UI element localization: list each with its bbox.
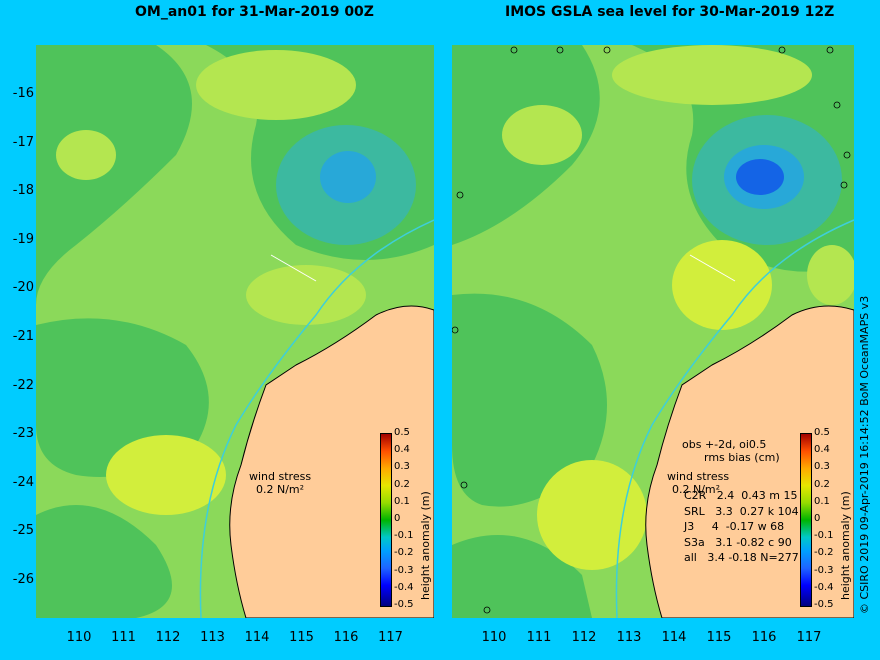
right-stats-header-1: obs +-2d, oi0.5	[682, 438, 767, 451]
y-tick-label: -26	[12, 572, 34, 587]
colorbar-tick-label: -0.2	[394, 547, 414, 559]
right-light-region	[502, 105, 582, 165]
left-panel-title: OM_an01 for 31-Mar-2019 00Z	[135, 4, 374, 20]
x-tick-label: 115	[289, 630, 314, 645]
y-tick-label: -21	[12, 329, 34, 344]
left-light-region	[196, 50, 356, 120]
right-stats-header-2: rms bias (cm)	[704, 451, 780, 464]
colorbar-tick-label: 0.3	[814, 461, 830, 473]
left-colorbar-title: height anomaly (m)	[419, 491, 432, 600]
left-wind-label: wind stress	[249, 470, 312, 483]
colorbar-tick-label: -0.4	[814, 581, 834, 593]
colorbar-tick-label: 0.5	[814, 427, 830, 438]
right-wind-arrow	[689, 254, 736, 282]
stats-row: all 3.4 -0.18 N=277	[684, 551, 799, 564]
x-tick-label: 111	[526, 630, 552, 645]
colorbar-tick-label: -0.4	[394, 581, 414, 593]
x-tick-label: 114	[661, 630, 687, 645]
right-map-svg	[452, 45, 854, 618]
colorbar-tick-label: -0.5	[814, 599, 834, 610]
x-tick-label: 116	[751, 630, 777, 645]
colorbar-tick-label: -0.3	[394, 564, 414, 576]
x-tick-label: 112	[155, 630, 181, 645]
colorbar-tick-label: 0.1	[394, 495, 410, 507]
colorbar-tick-label: -0.1	[394, 530, 414, 542]
x-tick-label: 112	[571, 630, 597, 645]
right-wind-value: 0.2 N/m²	[672, 483, 721, 496]
y-tick-label: -17	[12, 134, 34, 150]
stats-row: SRL 3.3 0.27 k 104	[684, 504, 799, 518]
left-shelf-line	[199, 219, 434, 618]
stats-row: J3 4 -0.17 w 68	[684, 520, 785, 533]
right-light-region	[612, 45, 812, 105]
right-map[interactable]: obs +-2d, oi0.5 rms bias (cm) wind stres…	[452, 45, 854, 618]
left-wind-value: 0.2 N/m²	[256, 483, 305, 496]
colorbar-tick-label: -0.3	[814, 564, 834, 576]
y-tick-label: -16	[12, 86, 34, 101]
x-tick-label: 113	[616, 630, 642, 645]
left-light-region	[56, 130, 116, 180]
y-tick-label: -24	[12, 474, 34, 490]
colorbar-tick-label: 0.2	[394, 478, 410, 490]
y-tick-label: -25	[12, 523, 34, 539]
x-tick-label: 117	[796, 630, 822, 645]
right-panel-title: IMOS GSLA sea level for 30-Mar-2019 12Z	[505, 4, 835, 20]
colorbar-tick-label: 0.2	[814, 478, 830, 490]
colorbar-tick-label: 0	[814, 513, 821, 524]
colorbar-tick-label: 0.5	[394, 427, 410, 438]
left-colorbar	[380, 433, 392, 607]
right-light-region	[672, 240, 772, 330]
x-tick-label: 116	[333, 630, 359, 645]
x-tick-label: 111	[111, 630, 136, 645]
colorbar-tick-label: -0.5	[394, 599, 414, 610]
stats-row: S3a 3.1 -0.82 c 90	[684, 535, 792, 549]
right-light-region	[537, 460, 647, 570]
stats-row: C2R 2.4 0.43 m 15	[684, 489, 798, 502]
y-tick-label: -22	[12, 377, 34, 393]
x-tick-label: 114	[244, 630, 270, 645]
left-wind-arrow	[270, 254, 317, 282]
y-tick-label: -19	[12, 231, 34, 247]
y-tick-label: -20	[12, 280, 34, 296]
colorbar-tick-label: 0.4	[814, 444, 830, 456]
x-tick-label: 117	[378, 630, 403, 645]
left-map-svg	[36, 45, 434, 618]
left-dark-region	[36, 45, 192, 305]
right-colorbar-title: height anomaly (m)	[839, 491, 852, 600]
x-tick-label: 110	[66, 630, 92, 645]
left-dark-region	[36, 505, 172, 618]
credit-text: © CSIRO 2019 09-Apr-2019 16:14:52 BoM Oc…	[858, 295, 871, 614]
colorbar-tick-label: 0.1	[814, 495, 830, 507]
left-map[interactable]: wind stress 0.2 N/m² height anomaly (m)	[36, 45, 434, 618]
right-wind-label: wind stress	[667, 470, 730, 483]
left-eddy-cyan	[320, 151, 376, 203]
y-tick-label: -18	[12, 183, 34, 199]
right-dark-region	[452, 293, 607, 507]
right-shelf-line	[615, 219, 854, 618]
satellite-track-dots	[452, 46, 851, 614]
colorbar-tick-label: -0.2	[814, 547, 834, 559]
x-tick-label: 113	[200, 630, 225, 645]
left-light-region	[246, 265, 366, 325]
right-eddy-blue	[736, 159, 784, 195]
colorbar-tick-label: 0.3	[394, 461, 410, 473]
y-tick-label: -23	[12, 426, 34, 442]
colorbar-tick-label: 0	[394, 513, 401, 524]
right-colorbar	[800, 433, 812, 607]
x-tick-label: 115	[706, 630, 732, 645]
left-light-region	[106, 435, 226, 515]
right-light-region	[807, 245, 854, 305]
colorbar-tick-label: 0.4	[394, 444, 410, 456]
colorbar-tick-label: -0.1	[814, 530, 834, 542]
x-tick-label: 110	[481, 630, 507, 645]
